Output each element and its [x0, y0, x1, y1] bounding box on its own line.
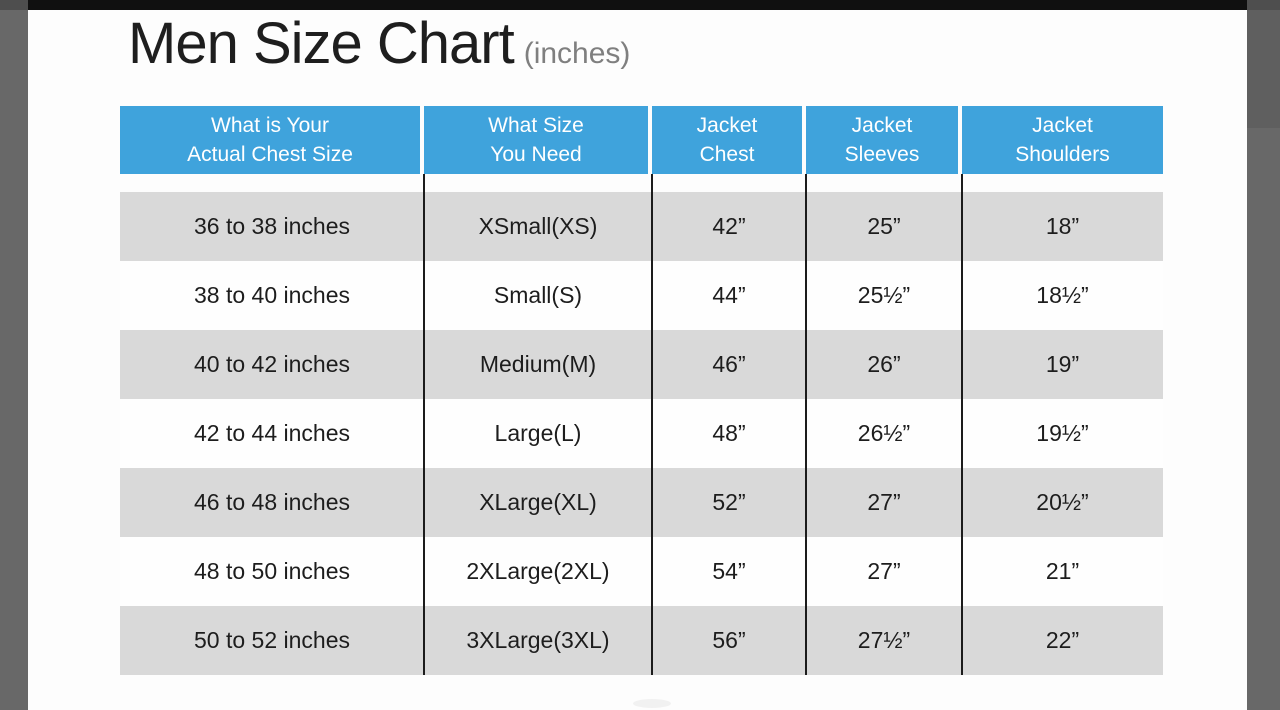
- table-row: 40 to 42 inches Medium(M) 46” 26” 19”: [120, 330, 1163, 399]
- table-cell: 20½”: [1036, 489, 1089, 515]
- table-cell: Large(L): [494, 420, 582, 446]
- table-cell: 48”: [712, 420, 746, 446]
- header-jacket-chest: Jacket Chest: [652, 106, 806, 174]
- header-line: What is Your: [211, 114, 329, 137]
- table-cell: 25”: [867, 213, 901, 239]
- table-cell: 26½”: [857, 420, 911, 446]
- table-cell: 27½”: [857, 627, 911, 653]
- column-divider: [651, 174, 653, 675]
- table-row: 36 to 38 inches XSmall(XS) 42” 25” 18”: [120, 192, 1163, 261]
- top-black-bar: [28, 0, 1247, 10]
- header-line: Jacket: [851, 114, 913, 137]
- table-cell: 42”: [712, 213, 746, 239]
- table-cell: 25½”: [857, 282, 911, 308]
- table-body: 36 to 38 inches XSmall(XS) 42” 25” 18” 38 to …: [120, 174, 1163, 675]
- table-row: 38 to 40 inches Small(S) 44” 25½” 18½”: [120, 261, 1163, 330]
- table-cell: XSmall(XS): [478, 213, 598, 239]
- table-cell: 46 to 48 inches: [193, 489, 350, 515]
- table-cell: 50 to 52 inches: [193, 627, 350, 653]
- table-cell: 38 to 40 inches: [193, 282, 350, 308]
- column-divider: [423, 174, 425, 675]
- left-gray-edge: [0, 0, 28, 710]
- table-cell: 18”: [1045, 213, 1080, 239]
- table-row: 48 to 50 inches 2XLarge(2XL) 54” 27” 21”: [120, 537, 1163, 606]
- title-text: Men Size Chart: [128, 11, 515, 76]
- table-cell: XLarge(XL): [479, 489, 597, 515]
- table-cell: 22”: [1045, 627, 1080, 653]
- table-header-row: What is Your Actual Chest Size What Size…: [120, 106, 1163, 174]
- left-edge-cap: [0, 0, 28, 10]
- right-edge-seam: [1247, 10, 1280, 128]
- header-line: Sleeves: [844, 143, 920, 166]
- right-gray-edge: [1247, 0, 1280, 710]
- header-line: Jacket: [1032, 114, 1093, 137]
- header-line: Jacket: [696, 114, 758, 137]
- header-jacket-shoulders: Jacket Shoulders: [962, 106, 1163, 174]
- header-line: Actual Chest Size: [187, 143, 353, 166]
- header-body-gap: [120, 174, 1163, 192]
- table-cell: 18½”: [1036, 282, 1089, 308]
- header-line: Chest: [699, 143, 755, 166]
- table-cell: 56”: [712, 627, 746, 653]
- title-units: (inches): [523, 37, 631, 70]
- table-cell: 26”: [867, 351, 901, 377]
- table-cell: 21”: [1045, 558, 1080, 584]
- bottom-partial-element: [633, 699, 671, 708]
- table-cell: 42 to 44 inches: [193, 420, 350, 446]
- header-line: What Size: [488, 114, 584, 137]
- header-chest-size: What is Your Actual Chest Size: [120, 106, 424, 174]
- table-cell: 27”: [867, 489, 901, 515]
- table-row: 46 to 48 inches XLarge(XL) 52” 27” 20½”: [120, 468, 1163, 537]
- column-divider: [805, 174, 807, 675]
- page-title: Men Size Chart (inches): [128, 12, 630, 76]
- table-cell: 2XLarge(2XL): [466, 558, 610, 584]
- table-row: 42 to 44 inches Large(L) 48” 26½” 19½”: [120, 399, 1163, 468]
- table-cell: 52”: [712, 489, 746, 515]
- table-cell: Small(S): [493, 282, 583, 308]
- table-cell: Medium(M): [479, 351, 597, 377]
- table-cell: 54”: [712, 558, 746, 584]
- table-cell: 44”: [712, 282, 746, 308]
- table-cell: 46”: [712, 351, 746, 377]
- table-cell: 19½”: [1036, 420, 1089, 446]
- table-cell: 48 to 50 inches: [193, 558, 350, 584]
- header-line: You Need: [490, 143, 582, 166]
- column-divider: [961, 174, 963, 675]
- header-line: Shoulders: [1015, 143, 1110, 166]
- table-cell: 3XLarge(3XL): [466, 627, 610, 653]
- size-chart-table: What is Your Actual Chest Size What Size…: [120, 106, 1163, 675]
- table-row: 50 to 52 inches 3XLarge(3XL) 56” 27½” 22”: [120, 606, 1163, 675]
- right-edge-cap: [1247, 0, 1280, 10]
- header-size-needed: What Size You Need: [424, 106, 652, 174]
- table-cell: 36 to 38 inches: [193, 213, 350, 239]
- header-jacket-sleeves: Jacket Sleeves: [806, 106, 962, 174]
- table-cell: 40 to 42 inches: [193, 351, 350, 377]
- table-cell: 19”: [1045, 351, 1080, 377]
- table-cell: 27”: [867, 558, 901, 584]
